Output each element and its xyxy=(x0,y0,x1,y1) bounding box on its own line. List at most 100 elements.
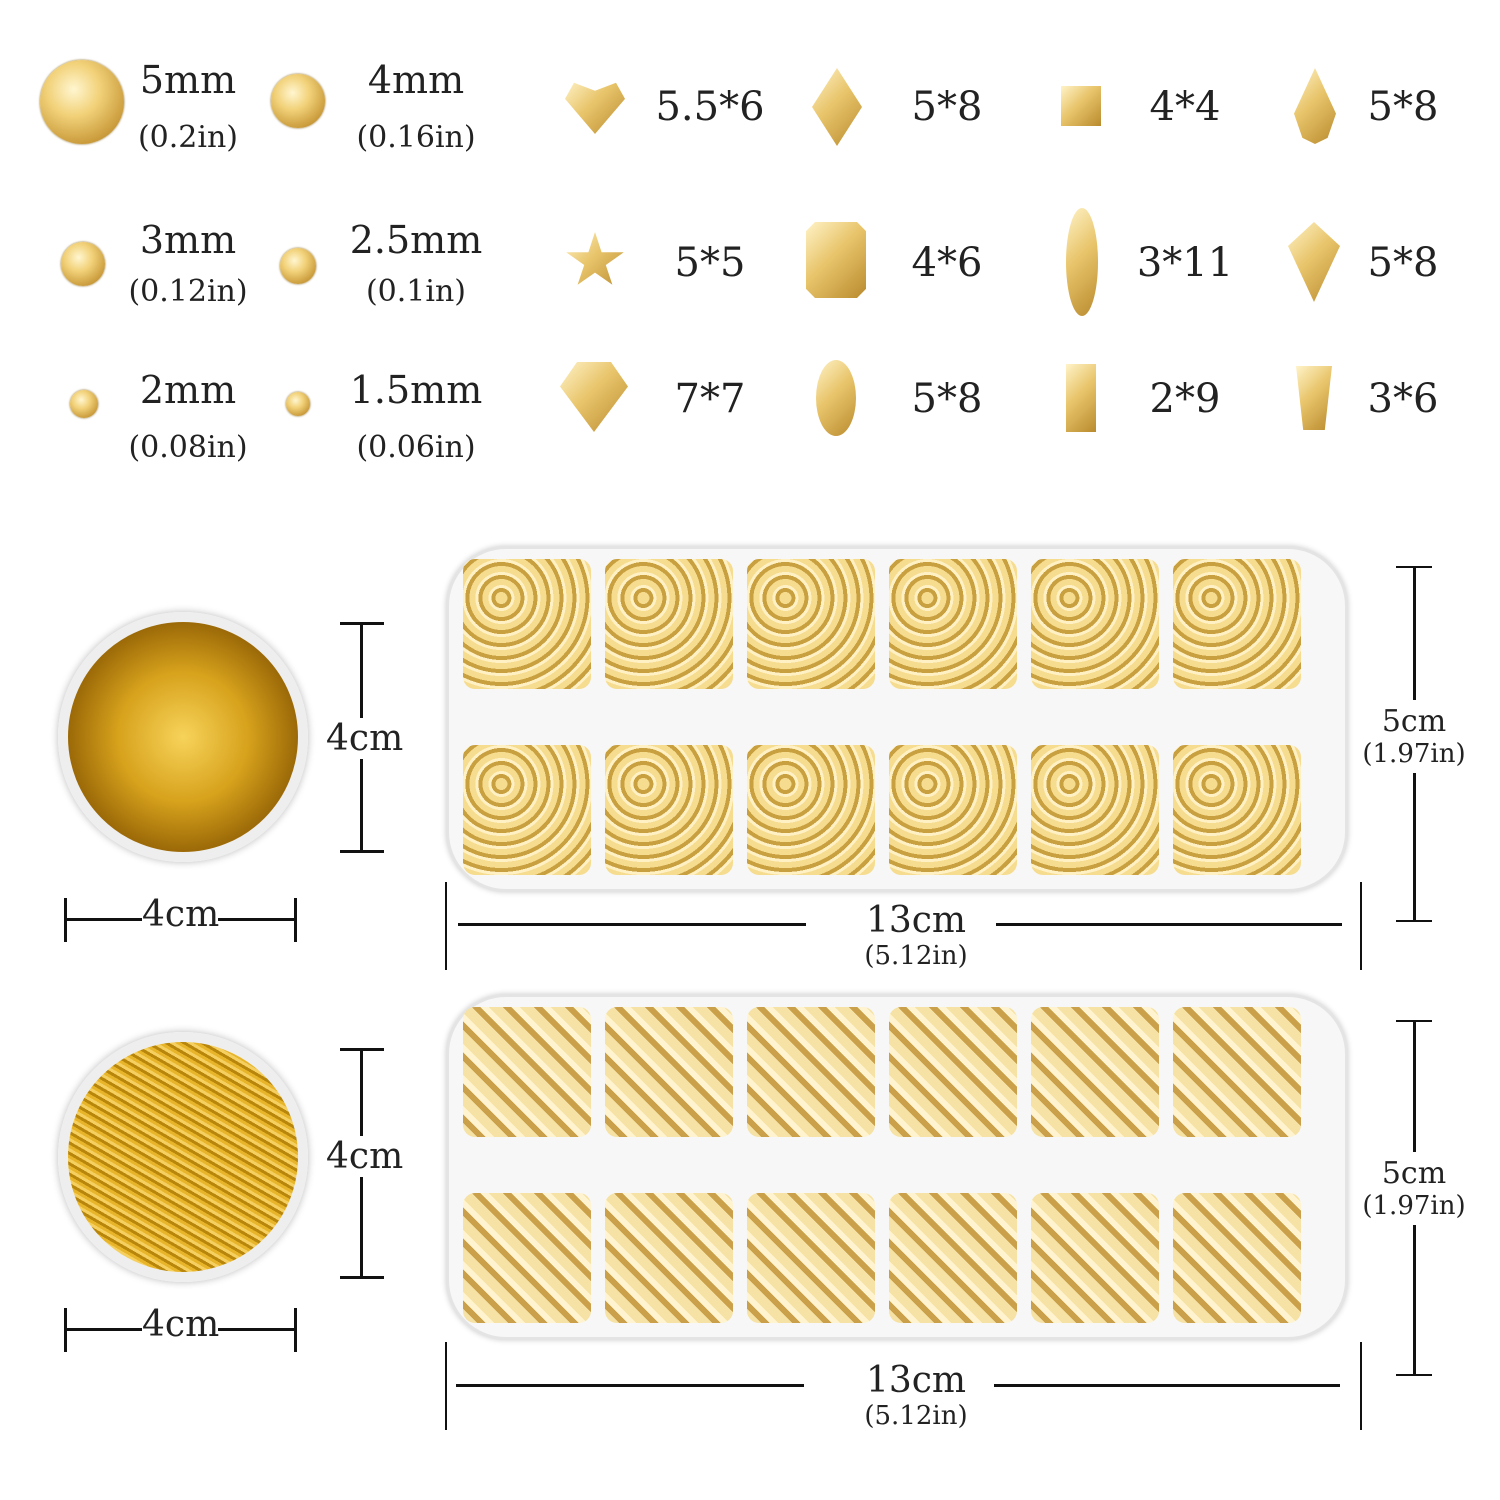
tick xyxy=(1360,882,1362,970)
tray-compartment xyxy=(463,559,591,689)
tray-height-label: 5cm (1.97in) xyxy=(1362,1152,1466,1225)
size-label: 5mm xyxy=(139,58,237,102)
size-label: 5*8 xyxy=(1367,240,1439,286)
square-stone xyxy=(1061,86,1101,126)
tray-compartment xyxy=(1031,1193,1159,1323)
tray-compartment xyxy=(889,745,1017,875)
trapezoid-stone xyxy=(1296,366,1332,430)
marquise-stone xyxy=(1066,208,1098,316)
tick xyxy=(340,1276,384,1279)
tray-compartment xyxy=(463,1193,591,1323)
trilliant-heart-stone xyxy=(560,362,628,432)
inch-label: (0.1in) xyxy=(365,274,467,309)
tick xyxy=(340,622,384,625)
tray-compartment xyxy=(747,559,875,689)
tray-compartment xyxy=(463,745,591,875)
inch-label: (0.16in) xyxy=(356,120,476,155)
rhombus-stone xyxy=(812,68,862,146)
heart-stone xyxy=(565,82,625,134)
tray-compartment xyxy=(1173,1193,1301,1323)
inch: (5.12in) xyxy=(864,941,968,971)
width-bar xyxy=(996,923,1342,926)
size-label: 5*8 xyxy=(911,376,983,422)
tray-compartment xyxy=(1031,1007,1159,1137)
tray-compartment xyxy=(1173,745,1301,875)
round-stone-3mm xyxy=(61,242,105,286)
tick xyxy=(1396,1374,1432,1376)
inch-label: (0.08in) xyxy=(128,430,248,465)
size-label: 5*8 xyxy=(1367,84,1439,130)
tray-compartment xyxy=(463,1007,591,1137)
round-stone-1-5mm xyxy=(286,392,310,416)
size-label: 3*6 xyxy=(1367,376,1439,422)
tray-compartment xyxy=(889,1007,1017,1137)
tray-compartment xyxy=(1173,559,1301,689)
cm: 5cm xyxy=(1381,704,1447,739)
tray-compartment xyxy=(889,559,1017,689)
gold-foil-flakes-jar xyxy=(58,612,308,862)
inch-label: (0.06in) xyxy=(356,430,476,465)
tick xyxy=(340,850,384,853)
tick xyxy=(445,882,447,970)
inch: (1.97in) xyxy=(1362,1191,1466,1221)
jar-width-label: 4cm xyxy=(142,894,220,935)
round-stone-4mm xyxy=(271,74,325,128)
round-stone-2mm xyxy=(70,390,98,418)
width-bar xyxy=(994,1384,1340,1387)
size-label: 5.5*6 xyxy=(655,84,765,130)
size-label: 4*6 xyxy=(911,240,983,286)
tick xyxy=(1396,566,1432,568)
tick xyxy=(294,898,297,942)
size-label: 4mm xyxy=(367,58,465,102)
gold-foil-strips-jar xyxy=(58,1032,308,1282)
tick xyxy=(64,1308,67,1352)
tick xyxy=(64,898,67,942)
size-label: 7*7 xyxy=(674,376,746,422)
tray-compartment xyxy=(1173,1007,1301,1137)
size-label: 2*9 xyxy=(1149,376,1221,422)
width-bar xyxy=(456,1384,804,1387)
size-label: 5*8 xyxy=(911,84,983,130)
size-label: 3mm xyxy=(139,218,237,262)
tray-width-label: 13cm (5.12in) xyxy=(846,900,986,971)
oval-stone xyxy=(816,360,856,436)
round-rhinestone-tray xyxy=(446,546,1348,892)
tray-compartment xyxy=(747,745,875,875)
shaped-rhinestone-tray xyxy=(446,994,1348,1340)
tray-compartment xyxy=(605,559,733,689)
round-stone-2-5mm xyxy=(280,248,316,284)
tick xyxy=(445,1342,447,1430)
round-stone-5mm xyxy=(40,60,124,144)
jar-width-label: 4cm xyxy=(142,1304,220,1345)
tray-height-label: 5cm (1.97in) xyxy=(1362,700,1466,773)
cm: 13cm xyxy=(865,900,967,941)
inch-label: (0.12in) xyxy=(128,274,248,309)
size-label: 4*4 xyxy=(1149,84,1221,130)
tick xyxy=(294,1308,297,1352)
tray-compartment xyxy=(1031,745,1159,875)
tray-compartment xyxy=(605,745,733,875)
jar-height-label: 4cm xyxy=(326,1136,404,1177)
tick xyxy=(1396,1020,1432,1022)
tray-compartment xyxy=(1031,559,1159,689)
tray-compartment xyxy=(605,1007,733,1137)
tick xyxy=(1396,920,1432,922)
tray-compartment xyxy=(747,1007,875,1137)
inch: (5.12in) xyxy=(864,1401,968,1431)
baguette-stone xyxy=(1066,364,1096,432)
width-bar xyxy=(458,923,806,926)
size-label: 3*11 xyxy=(1136,240,1234,286)
inch-label: (0.2in) xyxy=(137,120,239,155)
octagon-rectangle-stone xyxy=(806,222,866,298)
tick xyxy=(340,1048,384,1051)
tick xyxy=(1360,1342,1362,1430)
jar-height-label: 4cm xyxy=(326,718,404,759)
tray-compartment xyxy=(605,1193,733,1323)
tray-compartment xyxy=(747,1193,875,1323)
size-label: 2mm xyxy=(139,368,237,412)
size-label: 1.5mm xyxy=(349,368,483,412)
size-label: 5*5 xyxy=(674,240,746,286)
cm: 13cm xyxy=(865,1360,967,1401)
star-stone xyxy=(566,232,624,285)
inch: (1.97in) xyxy=(1362,739,1466,769)
